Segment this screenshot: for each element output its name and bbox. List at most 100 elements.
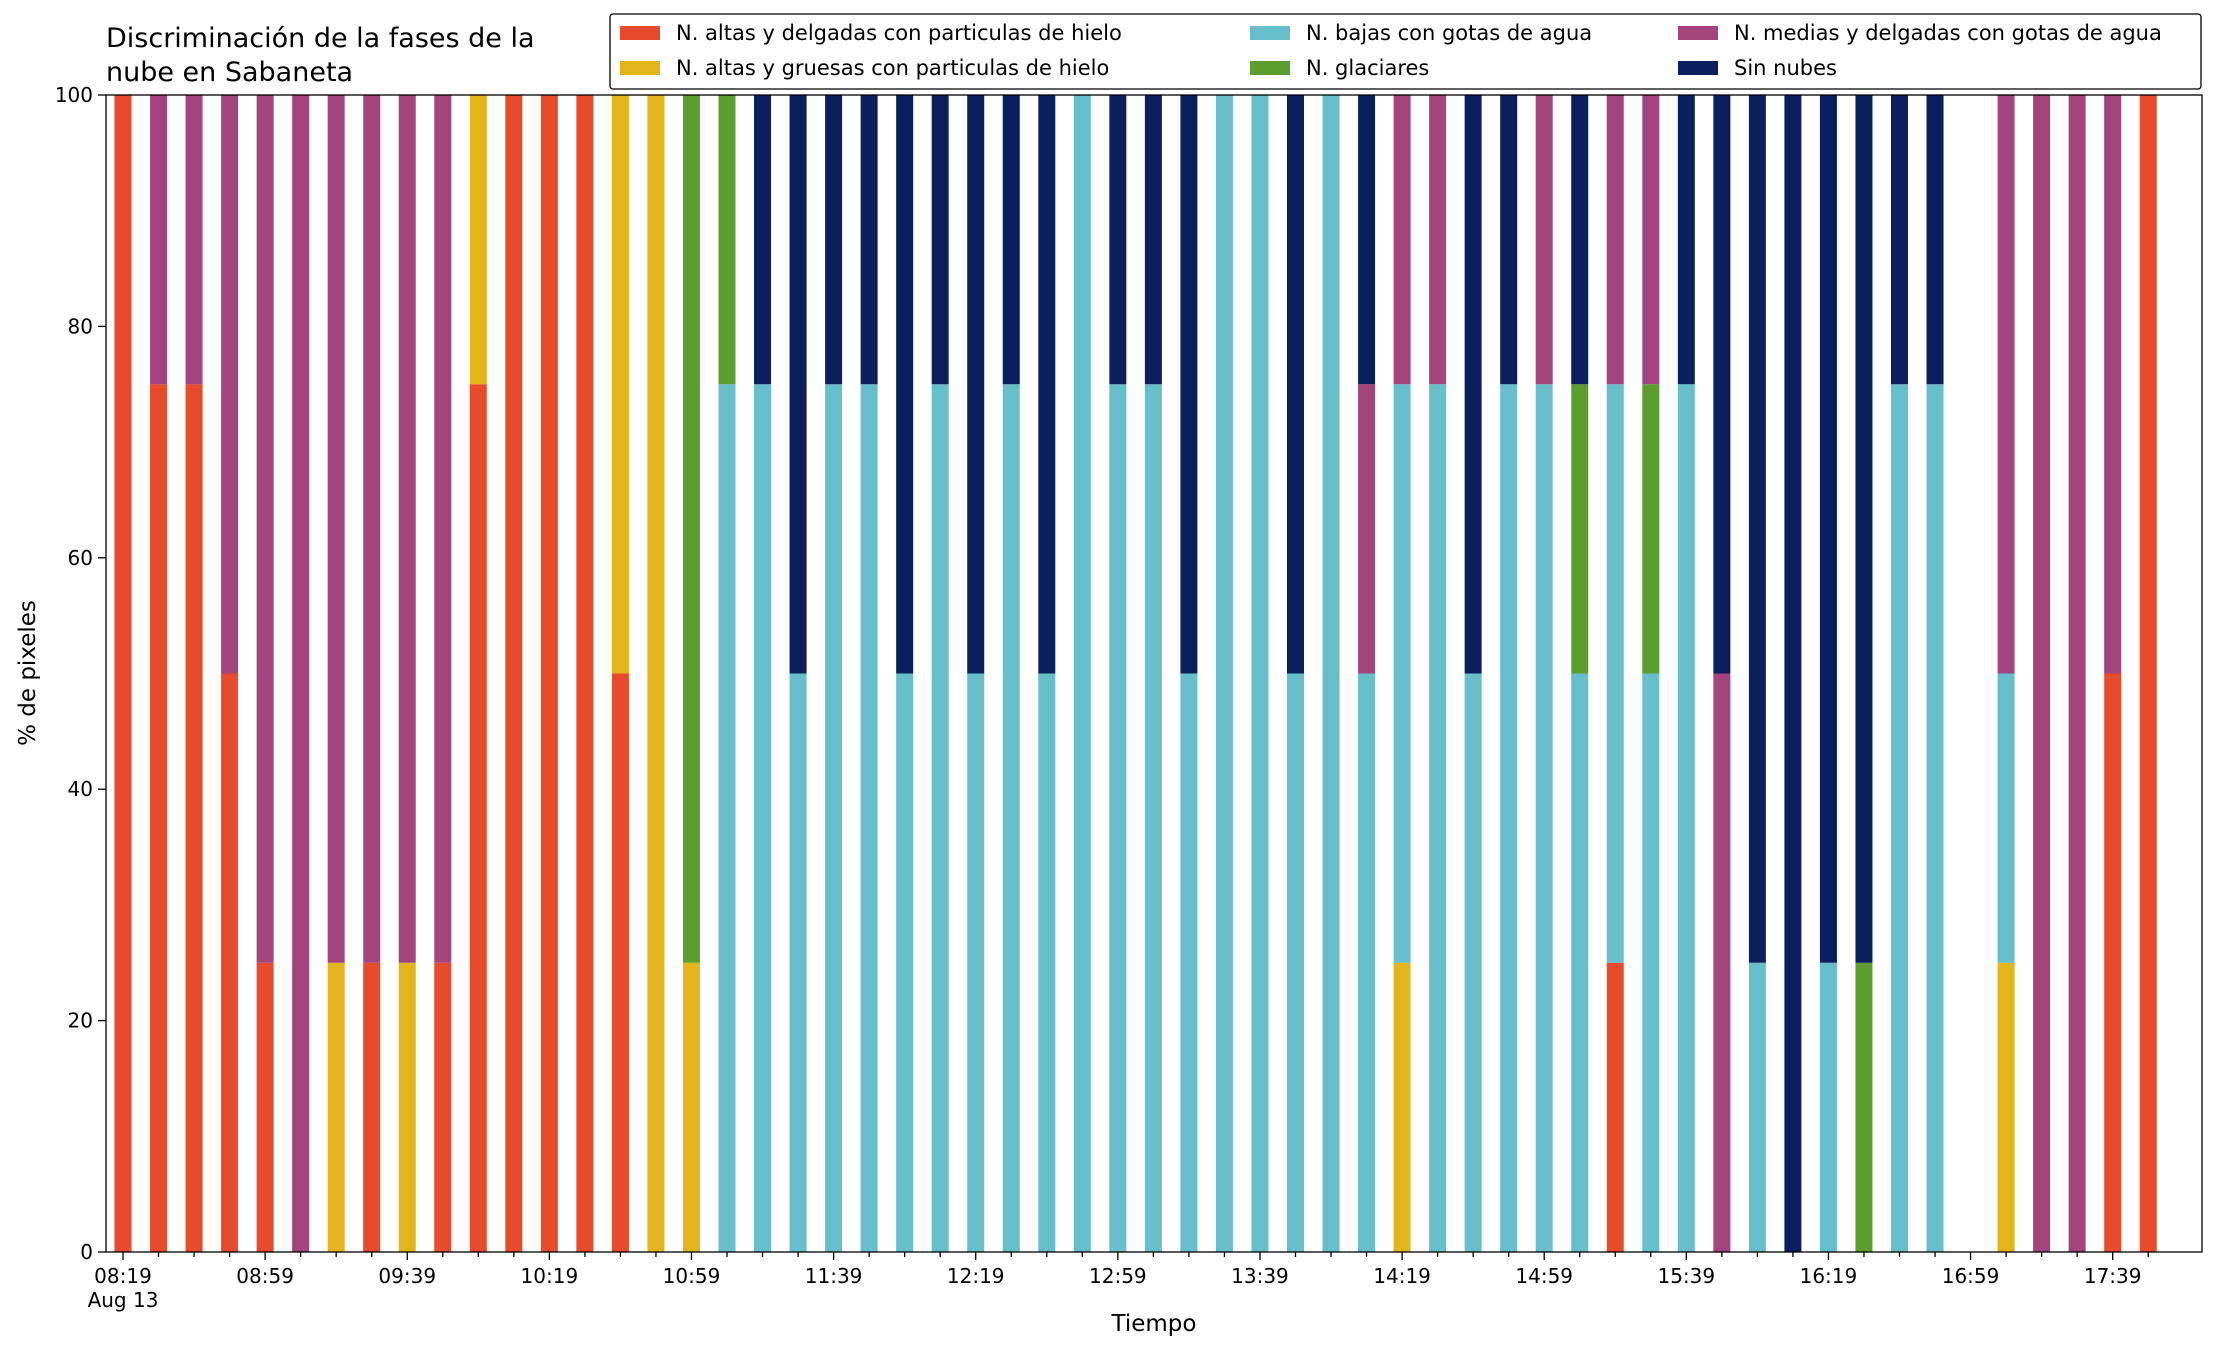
bar-segment bbox=[1535, 95, 1553, 385]
bar-segment bbox=[1571, 673, 1589, 1252]
x-tick-label: 10:59 bbox=[663, 1264, 721, 1288]
bar-segment bbox=[2104, 95, 2122, 674]
bar-segment bbox=[256, 962, 274, 1252]
bar-segment bbox=[718, 384, 736, 1252]
bar-segment bbox=[1038, 95, 1056, 674]
bar-segment bbox=[1358, 673, 1376, 1252]
bar-segment bbox=[114, 95, 132, 1252]
legend-swatch bbox=[1250, 26, 1290, 40]
y-tick-label: 80 bbox=[68, 314, 93, 338]
bar-segment bbox=[967, 673, 985, 1252]
y-tick-label: 60 bbox=[68, 546, 93, 570]
bar-segment bbox=[931, 95, 949, 385]
bar-segment bbox=[754, 95, 772, 385]
bar-segment bbox=[789, 673, 807, 1252]
bar-segment bbox=[1393, 95, 1411, 385]
legend-label: N. altas y gruesas con particulas de hie… bbox=[676, 56, 1109, 80]
plot-frame bbox=[105, 94, 2203, 1253]
bar-segment bbox=[150, 384, 168, 1252]
bar-segment bbox=[1429, 95, 1447, 385]
x-tick-label: 12:19 bbox=[947, 1264, 1005, 1288]
x-tick-label: 14:19 bbox=[1373, 1264, 1431, 1288]
bar-segment bbox=[2068, 95, 2086, 1252]
bar-segment bbox=[1677, 95, 1695, 385]
bar-segment bbox=[292, 95, 310, 1252]
bar-segment bbox=[1855, 95, 1873, 963]
bar-segment bbox=[754, 384, 772, 1252]
x-tick-label: 15:39 bbox=[1657, 1264, 1715, 1288]
x-axis-label: Tiempo bbox=[1111, 1311, 1197, 1337]
bar-segment bbox=[1500, 384, 1518, 1252]
bar-segment bbox=[931, 384, 949, 1252]
bar-segment bbox=[1322, 95, 1340, 1252]
bar-segment bbox=[1038, 673, 1056, 1252]
bar-segment bbox=[1393, 384, 1411, 963]
bar-segment bbox=[327, 95, 345, 963]
legend-label: N. medias y delgadas con gotas de agua bbox=[1734, 21, 2162, 45]
legend-swatch bbox=[620, 26, 660, 40]
bar-segment bbox=[2033, 95, 2051, 1252]
bar-segment bbox=[1180, 95, 1198, 674]
bar-segment bbox=[789, 95, 807, 674]
y-tick-label: 100 bbox=[55, 83, 93, 107]
bar-segment bbox=[896, 95, 914, 674]
bar-segment bbox=[1748, 962, 1766, 1252]
bar-segment bbox=[1109, 95, 1127, 385]
x-tick-label: 16:59 bbox=[1942, 1264, 2000, 1288]
bar-segment bbox=[611, 673, 629, 1252]
legend-label: N. altas y delgadas con particulas de hi… bbox=[676, 21, 1122, 45]
bar-segment bbox=[256, 95, 274, 963]
y-tick-label: 40 bbox=[68, 777, 93, 801]
bar-segment bbox=[1926, 384, 1944, 1252]
legend-label: Sin nubes bbox=[1734, 56, 1837, 80]
bar-segment bbox=[860, 384, 878, 1252]
bar-segment bbox=[1713, 673, 1731, 1252]
bar-segment bbox=[1180, 673, 1198, 1252]
bar-segment bbox=[221, 673, 239, 1252]
bar-segment bbox=[1109, 384, 1127, 1252]
bar-segment bbox=[1286, 95, 1304, 674]
y-tick-label: 0 bbox=[80, 1240, 93, 1264]
bar-segment bbox=[1358, 384, 1376, 674]
x-tick-label: 13:39 bbox=[1231, 1264, 1289, 1288]
bar-segment bbox=[1571, 384, 1589, 674]
bar-segment bbox=[1429, 384, 1447, 1252]
bar-segment bbox=[540, 95, 558, 1252]
bar-segment bbox=[1642, 384, 1660, 674]
bar-segment bbox=[221, 95, 239, 674]
bar-segment bbox=[398, 962, 416, 1252]
bar-segment bbox=[1997, 673, 2015, 963]
legend-swatch bbox=[1250, 61, 1290, 75]
x-tick-label: 14:59 bbox=[1515, 1264, 1573, 1288]
bar-segment bbox=[1144, 95, 1162, 385]
bar-segment bbox=[1002, 384, 1020, 1252]
bar-segment bbox=[1677, 384, 1695, 1252]
bar-segment bbox=[1286, 673, 1304, 1252]
bar-segment bbox=[327, 962, 345, 1252]
bar-segment bbox=[2139, 95, 2157, 1252]
bar-segment bbox=[1393, 962, 1411, 1252]
bar-segment bbox=[1642, 95, 1660, 385]
x-tick-label: 12:59 bbox=[1089, 1264, 1147, 1288]
y-axis-label: % de pixeles bbox=[15, 600, 41, 746]
bar-segment bbox=[647, 95, 665, 1252]
bar-segment bbox=[1606, 95, 1624, 385]
bar-segment bbox=[1713, 95, 1731, 674]
bar-segment bbox=[576, 95, 594, 1252]
x-tick-label: 17:39 bbox=[2084, 1264, 2142, 1288]
bar-segment bbox=[1606, 962, 1624, 1252]
bar-segment bbox=[1251, 95, 1269, 1252]
bar-segment bbox=[1464, 95, 1482, 674]
bar-segment bbox=[185, 384, 203, 1252]
bar-segment bbox=[1819, 95, 1837, 963]
bar-segment bbox=[1500, 95, 1518, 385]
bar-segment bbox=[434, 95, 452, 963]
bar-segment bbox=[1535, 384, 1553, 1252]
bar-segment bbox=[1464, 673, 1482, 1252]
bar-segment bbox=[1891, 384, 1908, 1252]
bar-segment bbox=[1606, 384, 1624, 963]
legend-swatch bbox=[1678, 26, 1718, 40]
bar-segment bbox=[1002, 95, 1020, 385]
bar-segment bbox=[682, 95, 700, 963]
